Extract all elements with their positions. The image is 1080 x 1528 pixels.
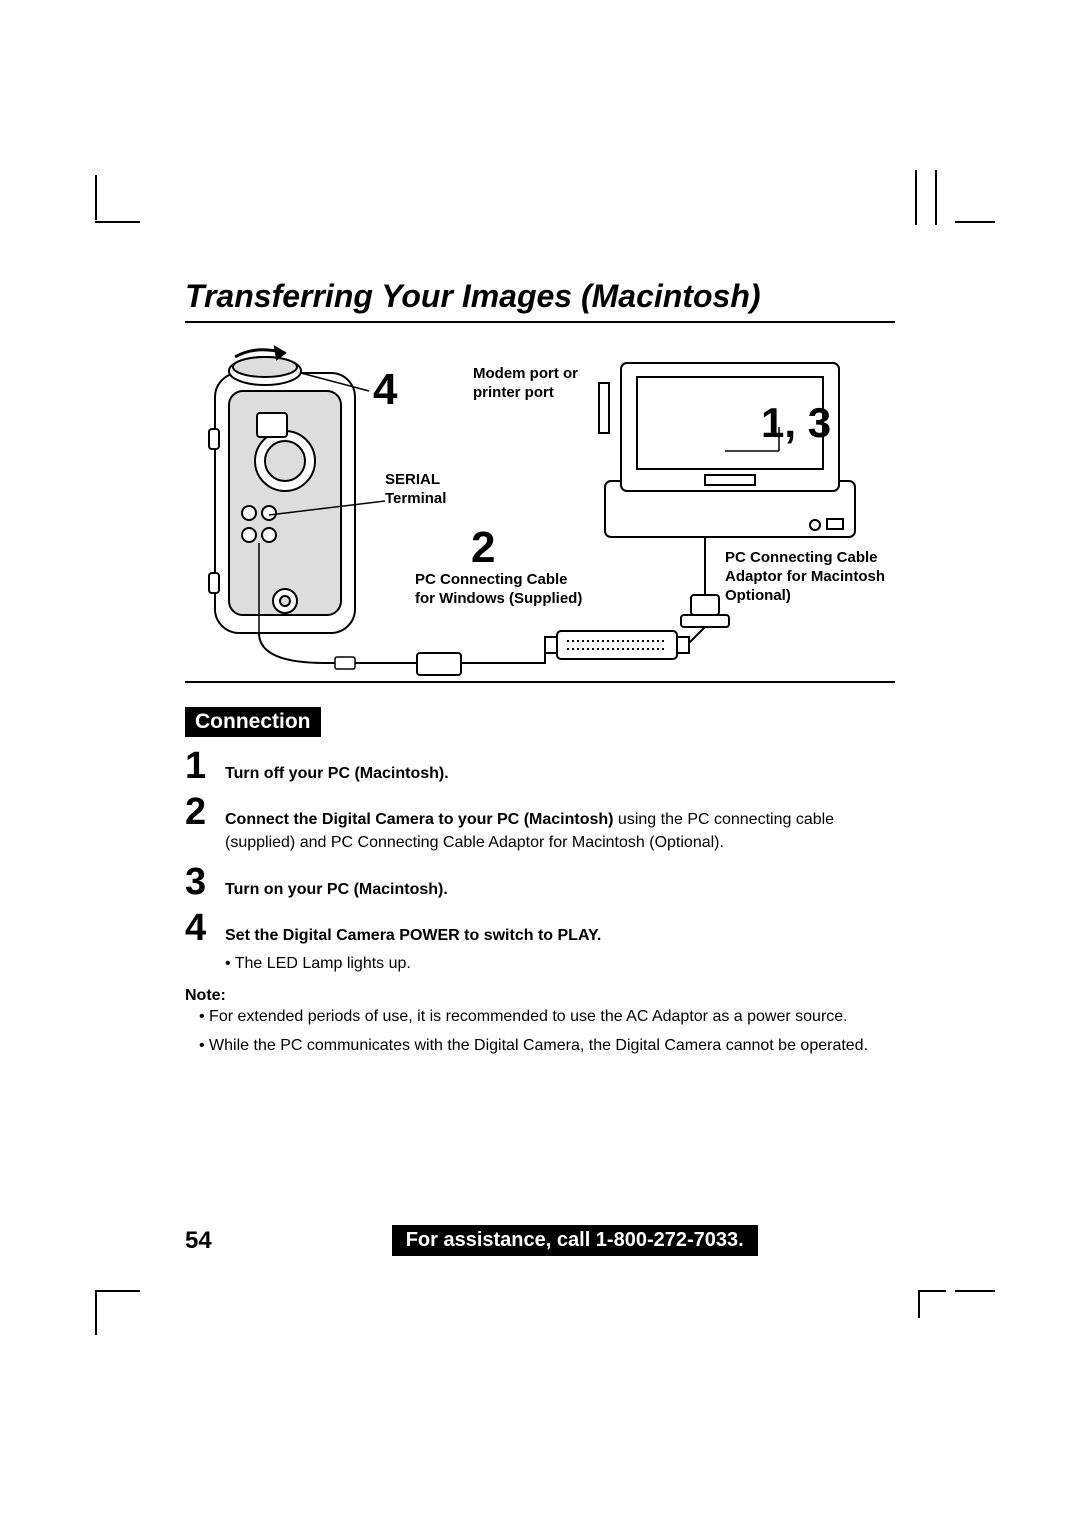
crop-mark (935, 170, 937, 225)
step-bold: Set the Digital Camera POWER to switch t… (225, 927, 601, 944)
section-heading-connection: Connection (185, 707, 321, 737)
crop-mark (955, 221, 995, 223)
page-content: Transferring Your Images (Macintosh) (185, 278, 895, 1063)
callout-2: 2 (471, 523, 495, 573)
steps-list: 1 Turn off your PC (Macintosh). 2 Connec… (185, 747, 895, 973)
page-title: Transferring Your Images (Macintosh) (185, 278, 895, 323)
step-bold: Turn off your PC (Macintosh). (225, 765, 449, 782)
crop-mark (915, 170, 917, 225)
step-text: Turn off your PC (Macintosh). (225, 752, 895, 785)
label-serial: SERIAL Terminal (385, 471, 495, 509)
crop-mark (918, 1290, 946, 1318)
crop-mark (95, 175, 97, 220)
label-cable-mac: PC Connecting Cable Adaptor for Macintos… (725, 549, 895, 605)
crop-mark (95, 221, 140, 223)
note-item: While the PC communicates with the Digit… (199, 1034, 895, 1057)
page-number: 54 (185, 1227, 212, 1255)
step-4: 4 Set the Digital Camera POWER to switch… (185, 909, 895, 947)
note-item: For extended periods of use, it is recom… (199, 1005, 895, 1028)
step-3: 3 Turn on your PC (Macintosh). (185, 863, 895, 901)
step-bold: Turn on your PC (Macintosh). (225, 881, 448, 898)
step-bold: Connect the Digital Camera to your PC (M… (225, 811, 613, 828)
note-list: For extended periods of use, it is recom… (199, 1005, 895, 1057)
step-2: 2 Connect the Digital Camera to your PC … (185, 793, 895, 854)
page-footer: 54 For assistance, call 1-800-272-7033. (185, 1225, 895, 1256)
step-text: Set the Digital Camera POWER to switch t… (225, 914, 895, 947)
label-modem-port: Modem port or printer port (473, 365, 583, 403)
step-number: 1 (185, 747, 225, 785)
label-cable-windows: PC Connecting Cable for Windows (Supplie… (415, 571, 585, 609)
crop-mark (95, 1290, 97, 1335)
step-text: Turn on your PC (Macintosh). (225, 868, 895, 901)
step-number: 4 (185, 909, 225, 947)
step-1: 1 Turn off your PC (Macintosh). (185, 747, 895, 785)
note-heading: Note: (185, 987, 895, 1005)
connection-diagram: 4 1, 3 2 Modem port or printer port SERI… (185, 343, 895, 683)
callout-1-3: 1, 3 (761, 399, 831, 447)
step-number: 2 (185, 793, 225, 831)
step-4-sub: • The LED Lamp lights up. (225, 955, 895, 973)
step-number: 3 (185, 863, 225, 901)
crop-mark (955, 1290, 995, 1292)
step-text: Connect the Digital Camera to your PC (M… (225, 798, 895, 854)
callout-4: 4 (373, 365, 397, 415)
assistance-banner: For assistance, call 1-800-272-7033. (392, 1225, 758, 1256)
crop-mark (95, 1290, 140, 1292)
